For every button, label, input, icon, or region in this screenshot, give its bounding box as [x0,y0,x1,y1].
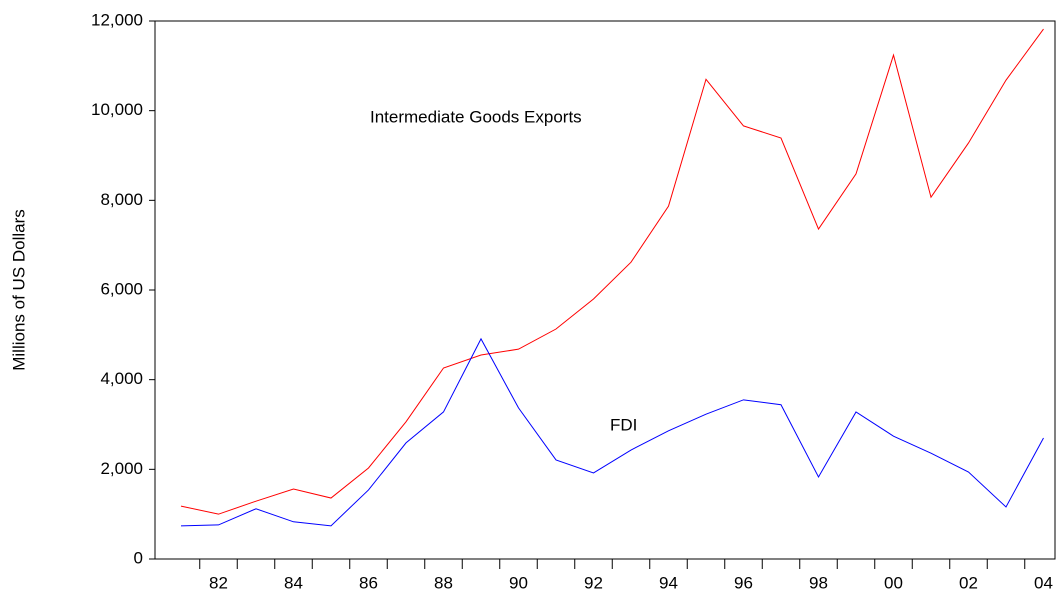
x-tick-label: 86 [359,573,378,592]
x-tick-label: 90 [509,573,528,592]
series-line [180,337,1044,527]
series-label: Intermediate Goods Exports [370,107,582,126]
series-line [180,28,1044,515]
x-tick-label: 00 [884,573,903,592]
y-tick-label: 10,000 [91,100,143,119]
x-tick-label: 02 [959,573,978,592]
x-tick-label: 98 [809,573,828,592]
y-tick-label: 8,000 [100,190,143,209]
x-tick-label: 84 [284,573,303,592]
y-tick-label: 2,000 [100,459,143,478]
x-tick-label: 04 [1034,573,1053,592]
y-tick-label: 12,000 [91,10,143,29]
y-tick-label: 0 [134,548,143,567]
x-tick-label: 96 [734,573,753,592]
plot-frame [154,20,1056,560]
y-axis-label: Millions of US Dollars [9,209,28,371]
x-tick-label: 94 [659,573,678,592]
y-tick-label: 4,000 [100,369,143,388]
x-tick-label: 92 [584,573,603,592]
y-tick-label: 6,000 [100,279,143,298]
series-label: FDI [610,415,637,434]
x-tick-label: 88 [434,573,453,592]
x-tick-label: 82 [209,573,228,592]
